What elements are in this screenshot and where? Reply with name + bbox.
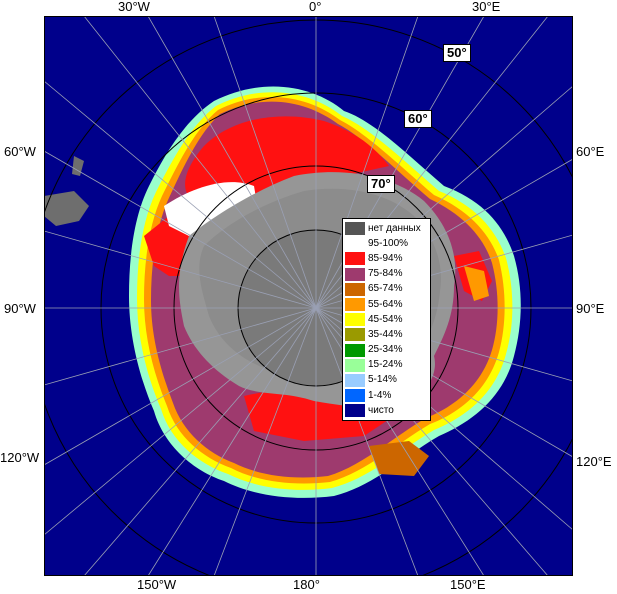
legend-item: 15-24% xyxy=(343,358,430,373)
legend-swatch xyxy=(345,358,365,372)
lon-label-0: 0° xyxy=(309,0,322,14)
ice-55-64 xyxy=(464,266,489,301)
lon-label-90w: 90°W xyxy=(4,301,36,316)
legend-item: 35-44% xyxy=(343,327,430,342)
lat-label-50: 50° xyxy=(443,44,471,62)
lon-label-120e: 120°E xyxy=(576,454,612,469)
meridians xyxy=(43,15,574,577)
legend-item: 5-14% xyxy=(343,373,430,388)
legend-swatch xyxy=(345,313,365,327)
legend-label: 5-14% xyxy=(368,374,397,386)
legend-swatch xyxy=(345,298,365,312)
legend-label: 65-74% xyxy=(368,283,403,295)
legend-item: 55-64% xyxy=(343,297,430,312)
legend-item: 75-84% xyxy=(343,267,430,282)
legend-label: 15-24% xyxy=(368,359,403,371)
legend-item: 95-100% xyxy=(343,236,430,251)
legend-item: 65-74% xyxy=(343,282,430,297)
lon-label-120w: 120°W xyxy=(0,450,40,465)
legend-item: 45-54% xyxy=(343,312,430,327)
legend-item: 85-94% xyxy=(343,251,430,266)
legend-label: 95-100% xyxy=(368,237,409,249)
legend-swatch xyxy=(345,404,365,418)
lon-label-30e: 30°E xyxy=(472,0,501,14)
legend-swatch xyxy=(345,282,365,296)
lon-label-150w: 150°W xyxy=(137,577,177,592)
lat-label-60: 60° xyxy=(404,110,432,128)
legend-swatch xyxy=(345,389,365,403)
legend-label: 1-4% xyxy=(368,389,392,401)
legend-item: 1-4% xyxy=(343,388,430,403)
land-patch xyxy=(44,191,89,226)
lon-label-60e: 60°E xyxy=(576,144,605,159)
legend-item: 25-34% xyxy=(343,343,430,358)
legend: нет данных 95-100% 85-94% 75-84% 65-74% 55-64… xyxy=(342,218,431,422)
legend-swatch xyxy=(345,237,365,251)
legend-swatch xyxy=(345,373,365,387)
legend-label: 85-94% xyxy=(368,252,403,264)
legend-label: 35-44% xyxy=(368,328,403,340)
legend-label: 25-34% xyxy=(368,344,403,356)
legend-label: чисто xyxy=(368,404,394,416)
legend-swatch xyxy=(345,222,365,236)
legend-swatch xyxy=(345,328,365,342)
lat-label-70: 70° xyxy=(367,175,395,193)
map-border xyxy=(44,16,573,576)
ice-65-74 xyxy=(369,441,429,476)
legend-label: нет данных xyxy=(368,222,421,234)
legend-label: 55-64% xyxy=(368,298,403,310)
legend-swatch xyxy=(345,267,365,281)
legend-label: 45-54% xyxy=(368,313,403,325)
legend-label: 75-84% xyxy=(368,268,403,280)
lon-label-30w: 30°W xyxy=(118,0,150,14)
legend-swatch xyxy=(345,343,365,357)
legend-item: нет данных xyxy=(343,221,430,236)
lon-label-150e: 150°E xyxy=(450,577,486,592)
land-patch xyxy=(72,156,84,176)
legend-item: чисто xyxy=(343,403,430,418)
lon-label-90e: 90°E xyxy=(576,301,605,316)
legend-swatch xyxy=(345,252,365,266)
lon-label-60w: 60°W xyxy=(4,144,36,159)
lon-label-180: 180° xyxy=(293,577,320,592)
